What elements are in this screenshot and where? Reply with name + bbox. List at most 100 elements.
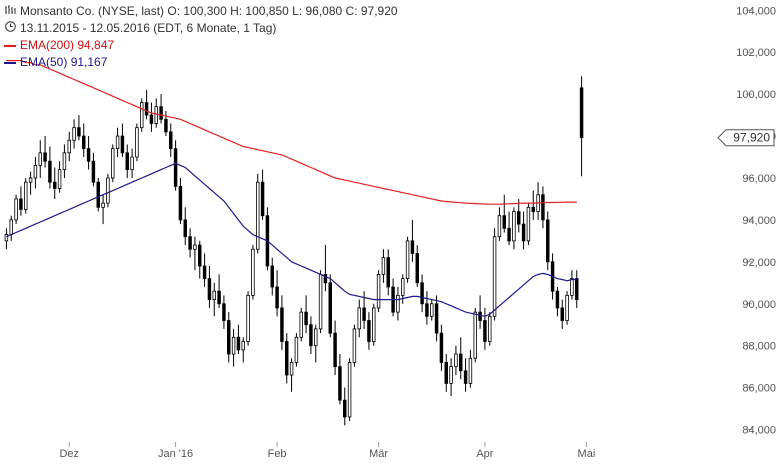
candle [415, 245, 419, 287]
candle-body-down [541, 194, 545, 221]
candle-body-down [304, 311, 308, 326]
price-tag-box [717, 129, 775, 147]
ema-lines [6, 59, 577, 317]
candle [425, 291, 429, 325]
candle-body-down [207, 278, 212, 300]
candle [251, 245, 255, 300]
candle [575, 270, 579, 308]
candle-body-down [53, 181, 57, 189]
candle [309, 316, 313, 355]
candle [144, 89, 149, 120]
candle-body-up [251, 248, 255, 296]
ema50-line [6, 162, 577, 317]
candle [299, 307, 303, 342]
legend-ema50: EMA(50) 91,167 [4, 55, 107, 69]
candle [570, 270, 574, 300]
x-tick-label: Mai [578, 448, 596, 460]
candle-body-up [454, 353, 458, 368]
candle-body-up [14, 198, 18, 221]
candle-body-up [512, 211, 516, 242]
candle-body-down [82, 135, 86, 150]
candle-body-down [227, 320, 231, 355]
candle-body-up [140, 102, 144, 129]
ema200-line [6, 59, 577, 205]
candle [507, 211, 511, 246]
candle [410, 219, 415, 262]
candle [178, 177, 183, 225]
candle [439, 324, 444, 371]
x-axis: Dez Jan '16 Feb Mär Apr Mai [59, 442, 595, 460]
candle [488, 312, 492, 346]
candle [53, 167, 57, 199]
chart-title: Monsanto Co. (NYSE, last) O: 100,300 H: … [20, 4, 398, 18]
candle-body-down [343, 399, 347, 418]
candle-body-down [444, 362, 448, 384]
candle-body-up [381, 257, 386, 275]
candle-body-up [256, 181, 260, 250]
candle [173, 140, 178, 191]
candle [275, 270, 279, 317]
candle-body-down [144, 102, 149, 116]
candle [77, 115, 81, 141]
candle [164, 110, 168, 137]
candle-body-down [236, 336, 241, 351]
candle [106, 173, 110, 208]
candle-body-down [434, 303, 439, 334]
candlestick-series [4, 76, 584, 426]
candle [483, 307, 487, 350]
candle [579, 76, 584, 177]
candle-body-up [72, 127, 76, 141]
candle-body-down [285, 341, 289, 376]
candle [521, 211, 526, 250]
candle [565, 291, 569, 325]
candle [333, 320, 337, 376]
candle [231, 328, 236, 367]
candle [473, 307, 477, 363]
candle-body-up [135, 127, 139, 158]
candle-body-up [488, 315, 492, 342]
candle [198, 240, 202, 279]
candle [265, 207, 270, 271]
candle-body-up [357, 307, 361, 330]
candle-body-up [565, 294, 569, 321]
x-tick-label: Jan '16 [158, 448, 193, 460]
candle [72, 119, 76, 149]
candle-body-up [24, 181, 28, 210]
candle-body-down [517, 211, 521, 225]
y-tick-label: 94,000 [742, 215, 776, 227]
candle [531, 190, 535, 220]
candle [391, 278, 395, 317]
candle [14, 194, 18, 225]
candle-body-up [570, 278, 574, 296]
candle [24, 177, 28, 214]
x-tick-label: Feb [268, 448, 287, 460]
candle [420, 274, 424, 313]
candle-body-down [425, 303, 429, 317]
candle-body-down [579, 87, 584, 139]
candle-body-down [386, 257, 390, 288]
candle [343, 387, 347, 426]
candle-body-down [125, 152, 129, 170]
candle [289, 358, 294, 392]
candle-body-up [57, 169, 62, 189]
candle [207, 266, 212, 308]
candle-body-up [405, 240, 410, 279]
candle [28, 171, 33, 195]
candle [9, 215, 13, 241]
candle [159, 94, 163, 124]
candle [478, 295, 482, 329]
candle [449, 358, 453, 396]
candle [62, 144, 67, 178]
ema200-value: 94,847 [77, 38, 115, 52]
candle-body-up [67, 139, 71, 154]
candle-body-up [33, 165, 38, 179]
y-tick-label: 88,000 [742, 341, 776, 353]
candle [101, 194, 105, 225]
last-price-label: 97,920 [733, 131, 770, 145]
candle [140, 98, 144, 132]
candle-body-down [48, 160, 52, 183]
candle [546, 211, 550, 271]
candle-body-down [164, 118, 168, 133]
candle [357, 299, 361, 338]
candle [454, 345, 458, 376]
